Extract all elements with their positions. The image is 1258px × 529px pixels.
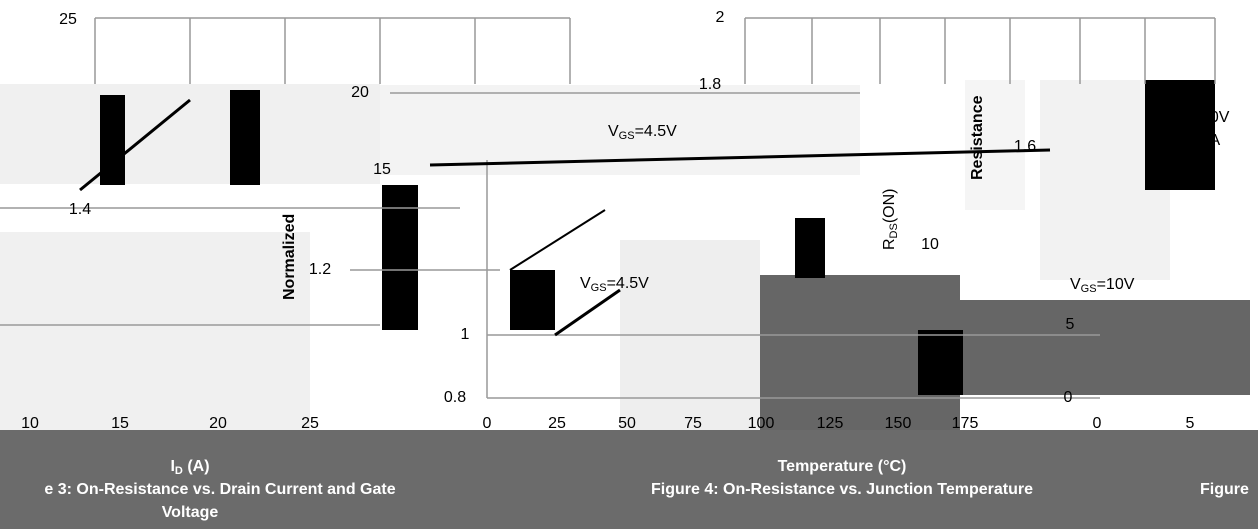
label-rest: =10V: [1097, 276, 1135, 293]
tick-label: 15: [373, 161, 391, 178]
label: VGS=10V: [1165, 109, 1230, 128]
label: VGS=10V: [1070, 276, 1135, 295]
tick-label: 5: [1066, 316, 1075, 333]
label-main: I: [1170, 132, 1174, 149]
block: [795, 218, 825, 278]
block: [510, 270, 555, 330]
block: [965, 80, 1025, 210]
background-blocks: [0, 80, 1258, 529]
label: VGS=4.5V: [580, 275, 649, 294]
label: VGS=4.5V: [608, 123, 677, 142]
label-rest: (ON): [881, 189, 898, 224]
tick-label: 25: [59, 11, 77, 28]
label-rest: (A): [183, 458, 210, 475]
label-sub: DS: [888, 223, 900, 238]
x-tick-label: 100: [748, 415, 775, 432]
caption-band: [0, 430, 1258, 529]
tick-label: 20: [351, 84, 369, 101]
x-tick-label: 10: [21, 415, 39, 432]
curve: [509, 209, 606, 271]
caption: Voltage: [162, 504, 219, 521]
x-tick-label: 5: [1186, 415, 1195, 432]
curve: [79, 98, 191, 192]
x-tick-label: 0: [1093, 415, 1102, 432]
label-rest: =25A: [1182, 132, 1220, 149]
tick-label: 1.4: [69, 201, 91, 218]
label-main: V: [580, 275, 591, 292]
grid: [0, 17, 1216, 399]
x-tick-label: 25: [548, 415, 566, 432]
label: ID (A): [170, 458, 209, 477]
tick-label: 1: [461, 326, 470, 343]
x-tick-label: 0: [483, 415, 492, 432]
tick-label: 0: [1064, 389, 1073, 406]
label-main: I: [170, 458, 174, 475]
tick-label: 10: [921, 236, 939, 253]
axis-title: Resistance: [969, 95, 986, 180]
label-rest: =4.5V: [607, 275, 650, 292]
label-sub: GS: [619, 130, 635, 142]
label-sub: D: [1174, 139, 1182, 151]
x-tick-label: 50: [618, 415, 636, 432]
axis-title: Temperature (°C): [778, 458, 907, 475]
curve: [429, 148, 1051, 167]
caption: Figure: [1200, 481, 1249, 498]
block: [382, 185, 418, 330]
block: [0, 232, 310, 430]
label-sub: D: [175, 465, 183, 477]
tick-label: 1.8: [699, 76, 721, 93]
caption: e 3: On-Resistance vs. Drain Current and…: [44, 481, 395, 498]
x-tick-label: 20: [209, 415, 227, 432]
block: [920, 300, 1250, 395]
x-tick-label: 125: [817, 415, 844, 432]
tick-label: 0.8: [444, 389, 466, 406]
label: RDS(ON): [881, 189, 900, 251]
axis-title: Normalized: [281, 214, 298, 300]
label-sub: GS: [1176, 116, 1192, 128]
tick-label: 1.2: [309, 261, 331, 278]
x-tick-label: 15: [111, 415, 129, 432]
label-sub: GS: [1081, 283, 1097, 295]
block: [230, 90, 260, 185]
label: ID=25A: [1170, 132, 1221, 151]
label-rest: =4.5V: [635, 123, 678, 140]
x-tick-label: 75: [684, 415, 702, 432]
tick-label: 2: [716, 9, 725, 26]
x-tick-label: 25: [301, 415, 319, 432]
label-main: V: [1165, 109, 1176, 126]
x-tick-label: 175: [952, 415, 979, 432]
label-main: V: [608, 123, 619, 140]
curve: [554, 288, 621, 337]
label-sub: GS: [591, 282, 607, 294]
label-main: R: [881, 238, 898, 250]
block: [0, 84, 380, 184]
x-tick-label: 150: [885, 415, 912, 432]
label-main: V: [1070, 276, 1081, 293]
block: [1145, 80, 1215, 190]
tick-label: 1.6: [1014, 138, 1036, 155]
label-rest: =10V: [1192, 109, 1230, 126]
caption: Figure 4: On-Resistance vs. Junction Tem…: [651, 481, 1033, 498]
block: [918, 330, 963, 395]
